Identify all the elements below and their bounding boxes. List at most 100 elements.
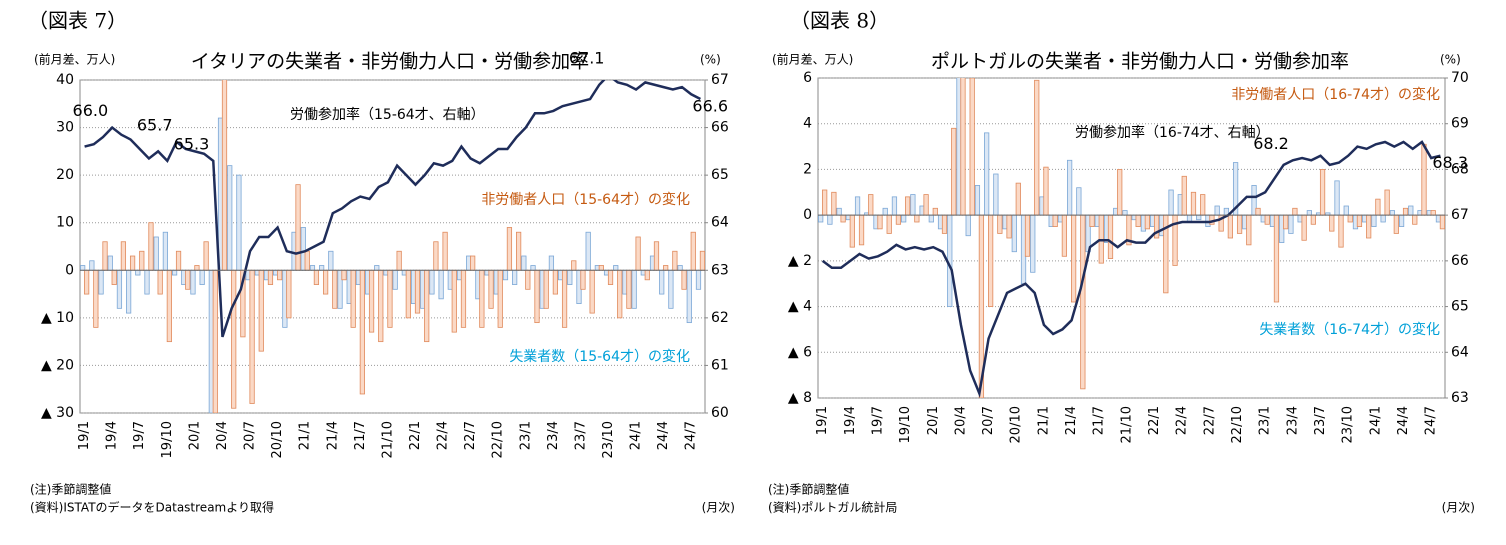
bar (552, 269, 558, 295)
x-tick-label: 19/1 (77, 421, 92, 450)
bar (1366, 214, 1372, 239)
bar (277, 269, 283, 281)
bar (309, 265, 316, 271)
bar (332, 269, 338, 309)
x-tick-label: 20/1 (926, 406, 941, 435)
bar (405, 269, 411, 319)
x-tick-label: 21/7 (1092, 406, 1107, 435)
bar (1117, 169, 1123, 216)
y-tick-label: ▲ 2 (788, 253, 812, 269)
y2-tick-label: 63 (1451, 390, 1469, 406)
x-tick-label: 21/10 (1119, 406, 1134, 443)
bar (910, 194, 916, 216)
bar (613, 265, 619, 271)
y2-tick-label: 68 (1451, 161, 1469, 177)
figure-label: （図表 8） (790, 9, 889, 33)
bar (974, 185, 981, 216)
y-tick-label: ▲ 4 (788, 299, 812, 315)
x-tick-label: 24/7 (684, 421, 699, 450)
x-tick-label: 20/7 (981, 406, 996, 435)
bar (1107, 214, 1114, 259)
bar (1334, 180, 1340, 216)
x-unit: (月次) (1442, 501, 1475, 515)
note: (資料)ISTATのデータをDatastreamより取得 (30, 500, 274, 515)
x-tick-label: 19/4 (843, 406, 858, 435)
bar (631, 269, 637, 309)
bar (98, 269, 104, 295)
bar (295, 184, 301, 271)
y-unit: (前月差、万人) (772, 52, 853, 67)
bar (1076, 187, 1082, 216)
x-tick-label: 21/1 (1036, 406, 1051, 435)
bar (877, 214, 883, 230)
bar (681, 269, 687, 290)
bar (144, 269, 150, 295)
bar (840, 214, 846, 223)
data-label: 68.2 (1253, 134, 1289, 153)
y-tick-label: ▲ 20 (41, 357, 74, 373)
x-tick-label: 23/4 (1285, 406, 1300, 435)
bar (185, 269, 191, 290)
bar (396, 250, 402, 271)
bar (818, 214, 824, 223)
bar (319, 265, 325, 271)
bar (129, 255, 136, 271)
bar (190, 269, 196, 295)
x-tick-label: 21/4 (1064, 406, 1079, 435)
bar (1043, 166, 1049, 216)
bar (525, 269, 531, 290)
bar (561, 269, 568, 328)
x-tick-label: 23/10 (601, 421, 616, 458)
data-label: 67.1 (569, 49, 605, 68)
bar (374, 265, 380, 271)
bar (1329, 214, 1335, 232)
bar (858, 214, 865, 246)
bar (438, 269, 444, 300)
x-tick-label: 22/7 (1202, 406, 1217, 435)
x-tick-label: 24/7 (1424, 406, 1439, 435)
y2-tick-label: 70 (1451, 70, 1469, 86)
bar (1196, 214, 1202, 221)
bar (932, 207, 938, 216)
bar (617, 269, 623, 319)
x-tick-label: 19/7 (870, 406, 885, 435)
bar (1214, 205, 1220, 216)
series-label: 失業者数（15-64才）の変化 (509, 348, 690, 365)
bar (221, 80, 228, 271)
bar (589, 269, 595, 314)
bar (236, 174, 242, 271)
y2-tick-label: 67 (1451, 207, 1469, 223)
y-unit: (前月差、万人) (34, 52, 115, 67)
bar (836, 207, 842, 216)
line (821, 140, 1441, 398)
note: (資料)ポルトガル統計局 (768, 500, 897, 515)
series-label: 労働参加率（15-64才、右軸） (290, 106, 485, 123)
bar (1236, 214, 1243, 234)
bar (1347, 214, 1353, 223)
bar (567, 269, 573, 285)
bar (969, 78, 975, 216)
bar (886, 214, 892, 234)
bar (690, 231, 696, 271)
bar (580, 269, 586, 290)
x-tick-label: 21/4 (325, 421, 340, 450)
bar (512, 269, 518, 285)
bar (901, 214, 907, 223)
bar (80, 265, 86, 271)
bar (1034, 79, 1040, 216)
bar (479, 269, 485, 328)
bar (1389, 210, 1395, 216)
bar (1421, 143, 1427, 216)
x-tick-label: 23/10 (1341, 406, 1356, 443)
bar (928, 214, 934, 223)
bar (868, 194, 874, 216)
y-tick-label: 20 (56, 167, 74, 183)
bar (1061, 214, 1068, 257)
bar (1402, 207, 1409, 216)
y2-tick-label: 66 (711, 120, 729, 136)
bar (1122, 210, 1128, 216)
bar (451, 269, 457, 333)
x-tick-label: 23/4 (546, 421, 561, 450)
bar (1135, 214, 1141, 227)
